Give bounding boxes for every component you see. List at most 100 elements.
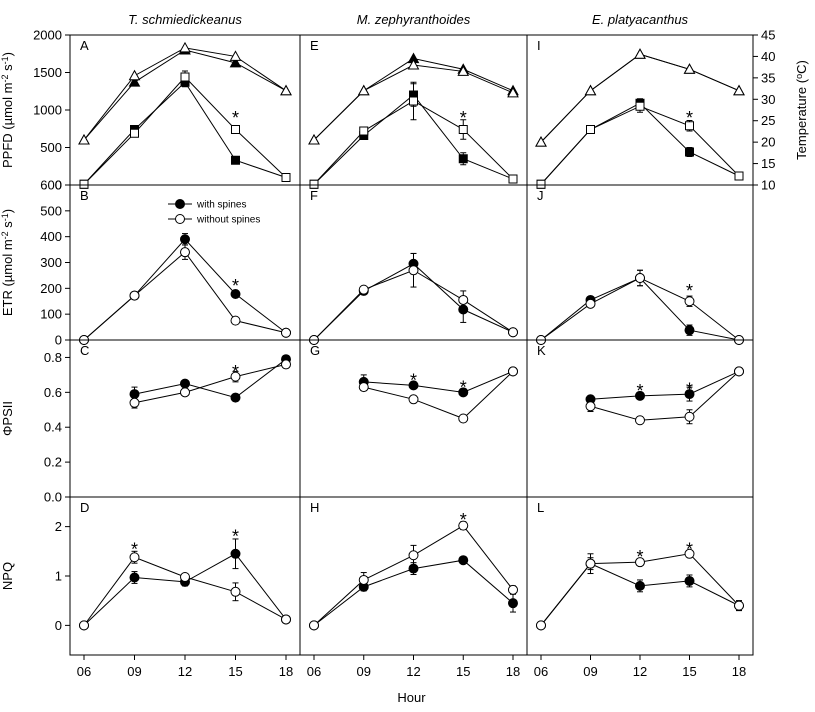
y-tick-label: 1500 (33, 65, 62, 80)
data-point (507, 86, 519, 98)
data-point (683, 63, 696, 74)
series-line (363, 371, 514, 420)
column-title: M. zephyranthoides (357, 12, 471, 27)
data-point (230, 392, 241, 403)
panel-frame (299, 496, 528, 656)
data-point (358, 574, 369, 585)
panel-letter: K (537, 343, 546, 358)
y-tick-label: 0.8 (44, 350, 62, 365)
right-y-tick-label: 30 (761, 92, 775, 107)
y-tick-label: 200 (40, 281, 62, 296)
x-tick-label: 15 (682, 664, 696, 679)
data-point (230, 371, 241, 382)
panel-letter: B (80, 188, 89, 203)
significance-star: * (232, 527, 239, 547)
data-point (584, 84, 597, 96)
x-tick-label: 06 (534, 664, 548, 679)
data-point (129, 572, 140, 583)
data-point (586, 125, 595, 134)
data-point (635, 101, 645, 111)
data-point (358, 284, 369, 295)
y-axis-title: PPFD (µmol m-2 s-1) (0, 52, 15, 168)
y-tick-label: 500 (40, 203, 62, 218)
data-point (179, 41, 191, 53)
data-point (79, 620, 89, 631)
data-point (684, 548, 695, 559)
data-point (180, 387, 190, 398)
data-point (230, 586, 241, 597)
y-tick-label: 500 (40, 140, 62, 155)
data-point (734, 171, 744, 181)
data-point (535, 136, 547, 147)
y-tick-label: 0 (55, 178, 62, 193)
data-point (457, 65, 470, 76)
x-tick-label: 09 (583, 664, 597, 679)
series-line (134, 363, 287, 404)
panel-frame (69, 339, 301, 498)
x-tick-label: 18 (506, 664, 520, 679)
y-tick-label: 1 (55, 569, 62, 584)
series-line (540, 563, 740, 626)
x-tick-label: 15 (228, 664, 242, 679)
data-point (408, 380, 419, 391)
data-point (684, 389, 695, 400)
significance-star: * (636, 547, 643, 567)
significance-star: * (686, 539, 693, 559)
data-point (230, 548, 241, 559)
right-y-tick-label: 10 (761, 178, 775, 193)
data-point (458, 294, 469, 305)
data-point (281, 614, 291, 625)
data-point (684, 325, 695, 336)
data-point (585, 298, 596, 309)
data-point (229, 56, 242, 68)
data-point (281, 327, 291, 338)
data-point (180, 571, 190, 582)
significance-star: * (232, 276, 239, 296)
y-tick-label: 0 (55, 618, 62, 633)
x-tick-label: 09 (357, 664, 371, 679)
data-point (128, 76, 141, 87)
series-line (590, 371, 740, 421)
y-tick-label: 300 (40, 255, 62, 270)
series-line (363, 370, 514, 393)
series-line (83, 81, 287, 185)
data-point (684, 575, 695, 586)
data-point (536, 620, 546, 631)
data-point (508, 366, 518, 377)
panel-frame (299, 339, 528, 498)
x-tick-label: 06 (307, 664, 321, 679)
data-point (635, 557, 645, 568)
data-point (508, 174, 518, 184)
data-point (180, 378, 190, 389)
y-tick-label: 400 (40, 229, 62, 244)
data-point (358, 382, 369, 393)
right-axis-title: Temperature (oC) (794, 60, 809, 160)
y-tick-label: 2 (55, 519, 62, 534)
data-point (280, 84, 292, 96)
x-tick-label: 18 (279, 664, 293, 679)
legend-marker (175, 199, 185, 209)
data-point (309, 620, 319, 631)
data-point (734, 366, 744, 377)
data-point (308, 133, 320, 145)
panel-letter: G (310, 343, 320, 358)
data-point (408, 265, 419, 276)
data-point (685, 147, 694, 157)
data-point (230, 289, 241, 300)
data-point (685, 121, 694, 131)
y-axis-title: ΦPSII (0, 401, 15, 436)
data-point (281, 173, 291, 182)
panel-letter: F (310, 188, 318, 203)
data-point (458, 555, 469, 566)
significance-star: * (686, 108, 693, 128)
data-point (536, 179, 546, 189)
data-point (458, 413, 469, 424)
legend: with spines without spines (168, 199, 260, 226)
data-point (180, 234, 190, 245)
legend-label: without spines (196, 215, 260, 226)
x-tick-label: 12 (406, 664, 420, 679)
x-tick-label: 15 (456, 664, 470, 679)
y-tick-label: 0 (55, 333, 62, 348)
data-point (407, 58, 420, 70)
series-line (83, 553, 287, 626)
